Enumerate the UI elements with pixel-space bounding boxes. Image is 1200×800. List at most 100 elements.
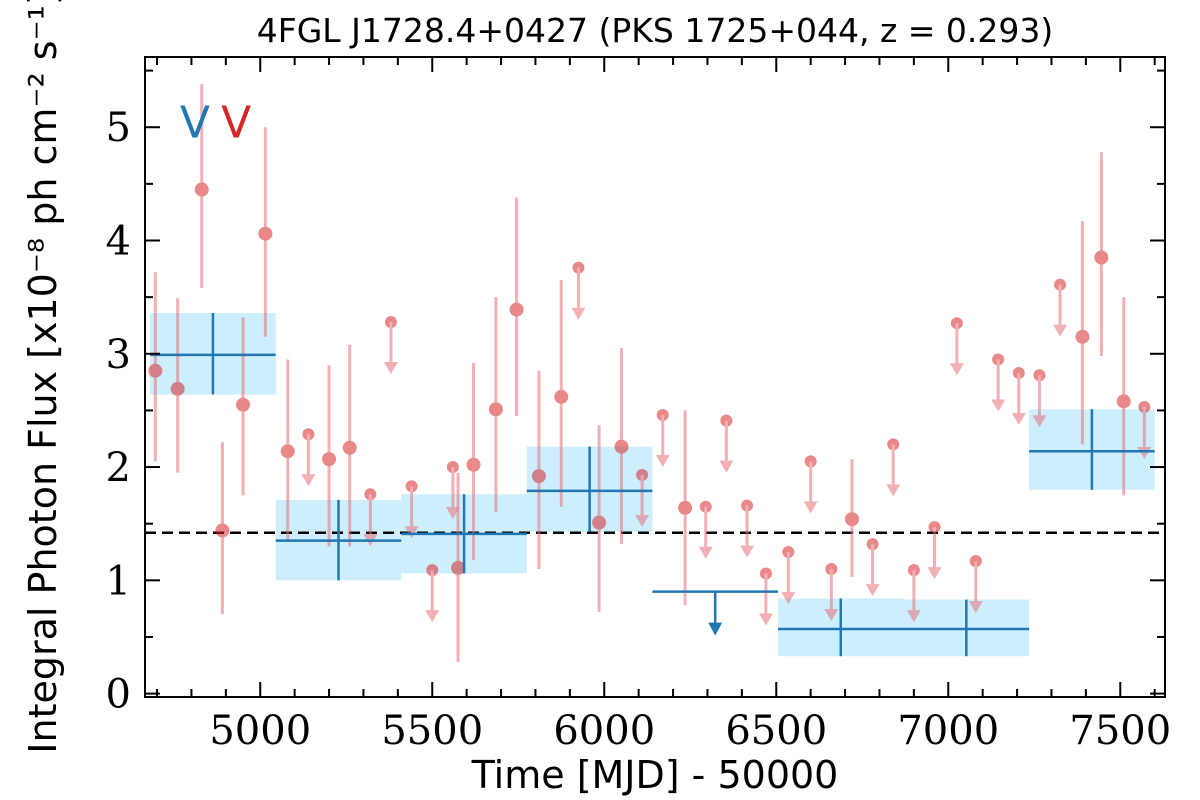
data-point <box>554 280 569 507</box>
upper-limit <box>383 316 398 375</box>
data-point <box>258 127 273 337</box>
upper-limit <box>571 261 586 320</box>
upper-limit-arrow <box>635 514 650 527</box>
point-marker <box>280 444 295 459</box>
upper-limit <box>968 555 983 614</box>
point-marker <box>614 439 629 454</box>
upper-limit-arrow <box>758 613 773 626</box>
upper-limit <box>865 538 880 597</box>
data-point <box>170 298 185 473</box>
point-marker <box>451 560 466 575</box>
x-tick-label: 7000 <box>897 708 999 754</box>
axes: 5000 5500 6000 6500 7000 7500 0 1 2 3 4 5 V V <box>106 56 1171 754</box>
x-axis-label: Time [MJD] - 50000 <box>471 753 839 797</box>
upper-limit <box>655 408 670 467</box>
data-point <box>614 348 629 545</box>
upper-limit-arrow <box>865 584 880 597</box>
data-point <box>148 272 163 462</box>
data-point <box>592 425 607 613</box>
point-marker <box>342 440 357 455</box>
upper-limit <box>698 500 713 559</box>
data-point <box>342 344 357 547</box>
data-point <box>844 459 859 577</box>
data-point <box>322 365 337 547</box>
point-marker <box>148 363 163 378</box>
chart-title: 4FGL J1728.4+0427 (PKS 1725+044, z = 0.2… <box>257 11 1054 50</box>
upper-limit-arrow <box>383 362 398 375</box>
upper-limit <box>886 438 901 497</box>
data-point <box>1116 297 1131 496</box>
point-marker <box>531 469 546 484</box>
upper-limit-arrow <box>719 460 734 473</box>
upper-limit <box>301 428 316 487</box>
point-marker <box>322 452 337 467</box>
data-point <box>466 362 481 560</box>
data-point <box>531 370 546 569</box>
upper-limit-marker <box>699 500 712 513</box>
upper-limit <box>719 414 734 473</box>
x-tick-label: 5500 <box>381 708 483 754</box>
point-marker <box>466 457 481 472</box>
point-marker <box>194 182 209 197</box>
v-marker: V <box>221 98 251 149</box>
upper-limit-arrow <box>968 601 983 614</box>
upper-limit-arrow <box>655 454 670 467</box>
upper-limit-arrow <box>781 592 796 605</box>
upper-limit <box>635 468 650 527</box>
upper-limit <box>404 480 419 539</box>
upper-limit <box>824 563 839 621</box>
upper-limit <box>1011 367 1026 426</box>
y-tick-label: 1 <box>106 558 131 604</box>
upper-limit <box>1032 369 1047 428</box>
upper-limit-arrow <box>1032 415 1047 428</box>
data-point <box>1094 152 1109 357</box>
upper-limit-arrow <box>906 610 921 623</box>
data-point <box>451 472 466 662</box>
y-tick-label: 5 <box>106 105 131 151</box>
point-marker <box>1116 394 1131 409</box>
upper-limit-arrow <box>571 307 586 320</box>
upper-limit-arrow <box>1011 413 1026 426</box>
upper-limit-arrow <box>824 609 839 621</box>
x-tick-label: 6500 <box>725 708 827 754</box>
plot-frame <box>144 56 1166 698</box>
x-tick-label: 5000 <box>209 708 311 754</box>
point-marker <box>592 515 607 530</box>
upper-limit <box>906 564 921 623</box>
point-marker <box>236 397 251 412</box>
upper-limit-arrow <box>301 474 316 487</box>
point-marker <box>1075 329 1090 344</box>
upper-limit-arrow <box>1053 324 1068 337</box>
upper-limit <box>1053 278 1068 337</box>
data-point <box>678 410 693 606</box>
data-point <box>236 317 251 496</box>
upper-limit-arrow <box>740 545 755 558</box>
point-marker <box>215 523 230 538</box>
point-marker <box>258 226 273 241</box>
upper-limit-arrow <box>949 363 964 376</box>
data-point <box>215 442 230 615</box>
y-tick-label: 2 <box>106 445 131 491</box>
upper-limit <box>445 461 460 520</box>
upper-limit <box>740 499 755 558</box>
y-tick-label: 4 <box>106 219 131 265</box>
point-marker <box>170 381 185 396</box>
plot-content <box>145 84 1165 662</box>
upper-limit-arrow <box>404 526 419 539</box>
v-marker: V <box>180 98 210 149</box>
upper-limit-arrow <box>445 507 460 520</box>
upper-limit-arrow <box>927 567 942 580</box>
point-marker <box>1094 250 1109 265</box>
bin-upper-limit-arrow <box>708 622 723 636</box>
upper-limit-arrow <box>698 546 713 559</box>
point-marker <box>678 500 693 515</box>
data-point <box>194 84 209 289</box>
upper-limit-arrow <box>991 399 1006 412</box>
upper-limit <box>803 455 818 514</box>
upper-limit <box>425 564 440 623</box>
x-tick-label: 7500 <box>1069 708 1171 754</box>
upper-limit <box>927 521 942 580</box>
data-point <box>280 359 295 541</box>
point-marker <box>509 302 524 317</box>
